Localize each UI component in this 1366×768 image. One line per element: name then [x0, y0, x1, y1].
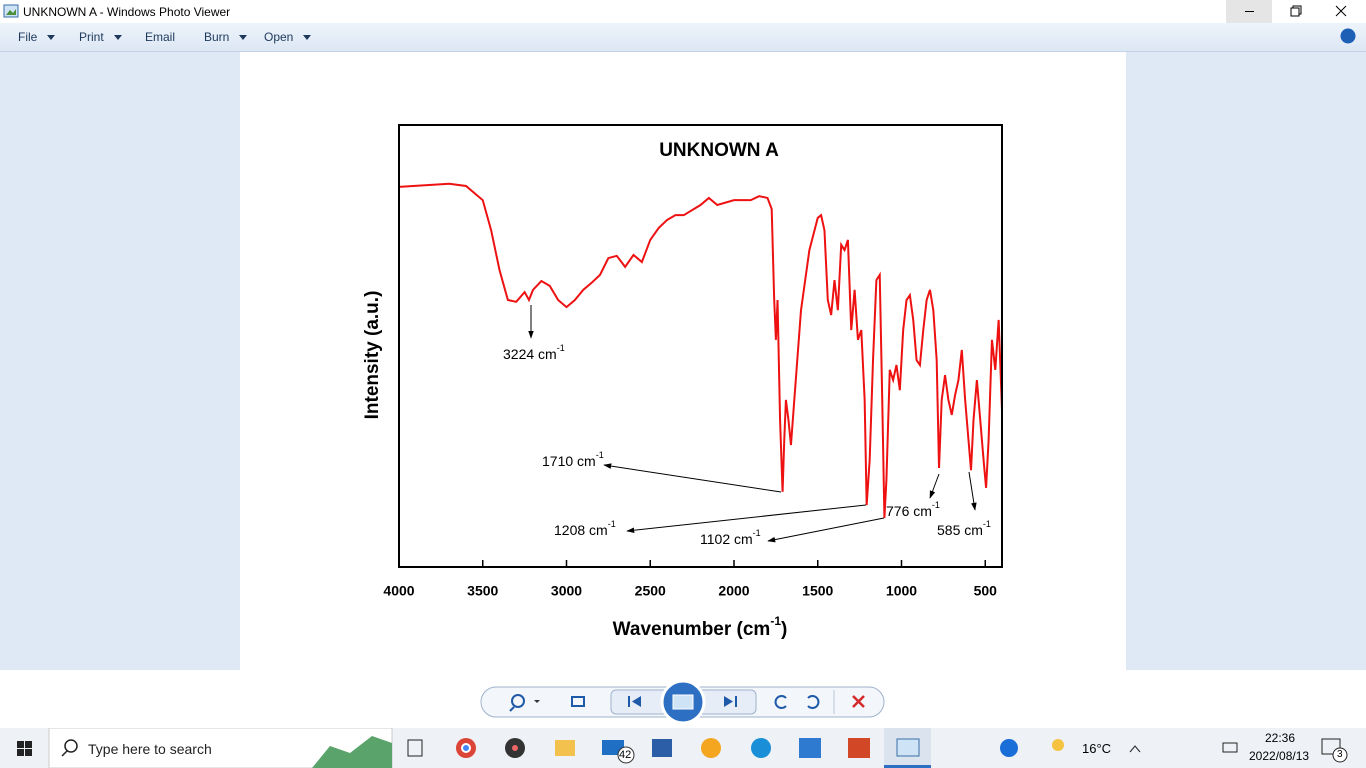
fit-button[interactable]: [571, 696, 585, 707]
annotation-text: 585 cm: [937, 522, 983, 538]
menu-item[interactable]: File: [18, 30, 38, 44]
notification-badge: [1332, 747, 1348, 763]
annotation: 776 cm-1: [886, 500, 940, 518]
annotation: 1208 cm-1: [554, 519, 616, 537]
annotation: 1102 cm-1: [700, 528, 761, 546]
controls-svg: [480, 679, 885, 725]
app-icon-2[interactable]: [701, 738, 721, 758]
mail-badge: [617, 746, 635, 764]
annotation-sup: -1: [608, 519, 616, 529]
menu-bar: File Print Email Burn Open: [0, 23, 1366, 52]
previous-button[interactable]: [628, 696, 641, 707]
x-tick-label: 4000: [383, 583, 414, 599]
battery-icon: [1222, 742, 1238, 753]
title-bar: UNKNOWN A - Windows Photo Viewer: [0, 0, 1366, 23]
restore-button[interactable]: [1272, 0, 1318, 23]
annotation-text: 776 cm: [886, 503, 932, 519]
annotation-sup: -1: [753, 528, 761, 538]
image-canvas: UNKNOWN A Intensity (a.u.) Wavenumber (cm-…: [240, 52, 1126, 670]
annotation: 1710 cm-1: [542, 450, 604, 468]
help-button[interactable]: [1340, 28, 1356, 44]
menu-arrow: [47, 35, 55, 40]
search-placeholder: Type here to search: [88, 741, 212, 757]
menu-arrow: [303, 35, 311, 40]
chart-title: UNKNOWN A: [659, 140, 779, 161]
annotation-text: 1208 cm: [554, 522, 608, 538]
x-tick-label: 1000: [886, 583, 917, 599]
menu-item[interactable]: Print: [79, 30, 104, 44]
slideshow-icon: [672, 694, 694, 710]
control-bar: [0, 670, 1366, 728]
search-art: [312, 736, 392, 768]
menu-arrow: [239, 35, 247, 40]
annotation: 585 cm-1: [937, 519, 991, 537]
x-axis-label-text: Wavenumber (cm: [613, 619, 771, 640]
x-tick-label: 1500: [802, 583, 833, 599]
help-icon[interactable]: [1000, 739, 1018, 757]
window-title: UNKNOWN A - Windows Photo Viewer: [23, 5, 231, 19]
annotation-arrow: [767, 517, 885, 543]
x-tick-label: 2500: [635, 583, 666, 599]
search-icon: [64, 739, 78, 753]
app-icon: [3, 4, 19, 18]
task-view[interactable]: [407, 739, 423, 757]
menu-item[interactable]: Open: [264, 30, 294, 44]
annotation-text: 1710 cm: [542, 453, 596, 469]
rotate-left-button[interactable]: [774, 695, 787, 709]
x-tick-label: 3000: [551, 583, 582, 599]
x-tick-label: 2000: [718, 583, 749, 599]
taskbar: Type here to search 42 16°C 22:36 2022/0…: [0, 728, 1366, 768]
explorer-icon[interactable]: [555, 740, 575, 756]
x-axis-label-end: ): [781, 619, 787, 640]
taskbar-icons: [17, 728, 1348, 768]
y-axis-label: Intensity (a.u.): [362, 291, 383, 420]
x-tick-label: 3500: [467, 583, 498, 599]
edge-icon[interactable]: [751, 738, 771, 758]
zoom-button[interactable]: [509, 694, 540, 712]
clock-date: 2022/08/13: [1249, 749, 1310, 763]
x-axis-label-sup: -1: [770, 614, 781, 628]
menu-arrow: [114, 35, 122, 40]
photo-viewer-icon[interactable]: [896, 738, 920, 757]
annotation-sup: -1: [596, 450, 604, 460]
annotation-arrow: [929, 473, 940, 499]
active-indicator: [884, 765, 931, 768]
search-icon-handle: [61, 750, 68, 757]
rotate-right-button[interactable]: [807, 695, 820, 709]
minimize-button[interactable]: [1226, 0, 1272, 23]
mail-badge-text: 42: [619, 749, 632, 761]
annotation-sup: -1: [557, 343, 565, 353]
close-button[interactable]: [1318, 0, 1364, 23]
annotation-arrow: [968, 471, 977, 511]
annotation-text: 1102 cm: [700, 531, 753, 547]
annotation-arrow: [603, 463, 782, 493]
delete-button[interactable]: [852, 695, 865, 708]
annotation-text: 3224 cm: [503, 346, 557, 362]
x-tick-label: 500: [974, 583, 998, 599]
media-player-icon[interactable]: [799, 738, 821, 758]
x-axis-label: Wavenumber (cm-1): [613, 614, 788, 640]
annotation-sup: -1: [983, 519, 991, 529]
spectrum-line: [398, 182, 1003, 518]
plot-frame: [398, 124, 1003, 568]
weather-icon[interactable]: [1052, 739, 1064, 751]
notification-icon[interactable]: [1321, 738, 1341, 755]
tray-chevron[interactable]: [1129, 745, 1141, 753]
notification-count: 3: [1337, 749, 1343, 760]
annotation: 3224 cm-1: [503, 343, 565, 361]
store-icon[interactable]: [652, 739, 672, 757]
powerpoint-icon[interactable]: [848, 738, 870, 758]
start-button[interactable]: [17, 741, 32, 756]
clock-time: 22:36: [1265, 731, 1296, 745]
weather-text: 16°C: [1082, 741, 1112, 756]
annotation-arrow: [626, 504, 867, 534]
menu-item[interactable]: Burn: [204, 30, 230, 44]
menu-item[interactable]: Email: [145, 30, 176, 44]
annotation-sup: -1: [932, 500, 940, 510]
next-button[interactable]: [724, 696, 737, 707]
